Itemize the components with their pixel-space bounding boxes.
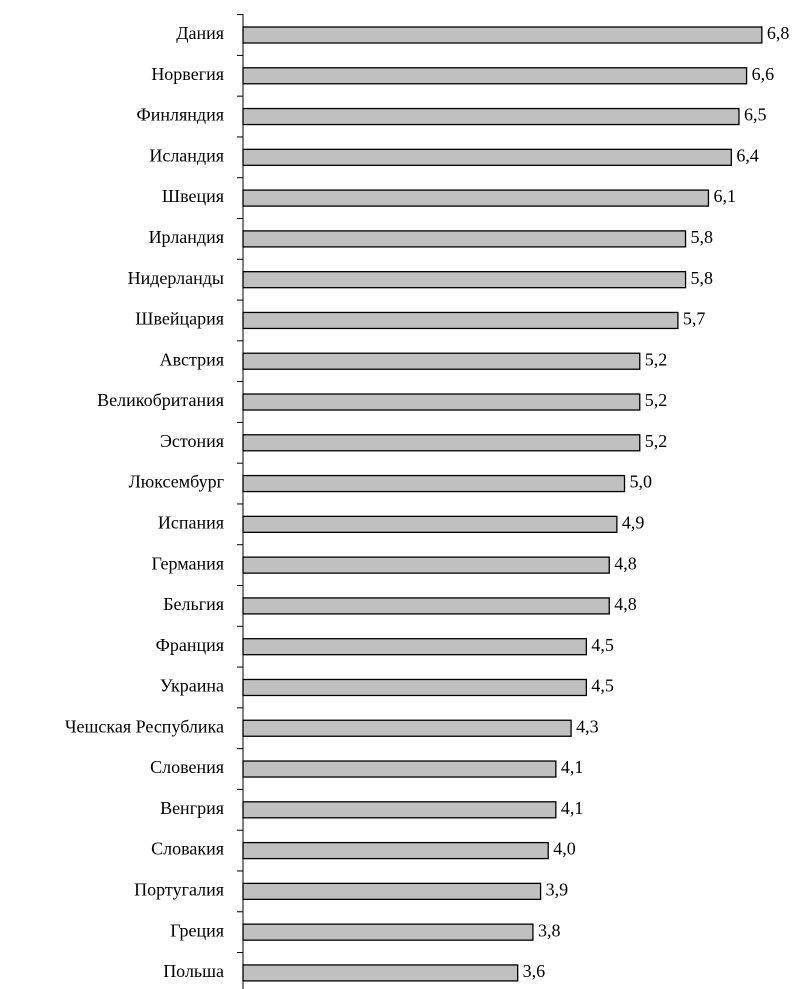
category-label: Исландия	[149, 145, 224, 165]
bar	[242, 107, 740, 126]
bar	[242, 26, 763, 44]
value-label: 4,5	[591, 635, 614, 655]
bar	[242, 923, 534, 941]
category-label: Бельгия	[163, 594, 224, 614]
value-label: 4,9	[622, 512, 645, 532]
value-label: 5,8	[691, 268, 714, 288]
value-label: 4,0	[553, 839, 576, 859]
value-label: 5,2	[645, 431, 668, 451]
bar	[242, 474, 626, 493]
value-label: 3,8	[538, 920, 561, 940]
value-label: 6,5	[744, 105, 767, 125]
category-label: Испания	[158, 512, 224, 532]
bar	[242, 393, 641, 411]
bar	[242, 597, 610, 615]
category-label: Венгрия	[160, 798, 224, 818]
value-label: 5,2	[645, 390, 668, 410]
value-label: 4,8	[614, 594, 637, 614]
category-label: Португалия	[134, 879, 224, 899]
category-label: Ирландия	[149, 227, 224, 247]
value-label: 3,6	[523, 961, 546, 981]
bar	[242, 189, 710, 207]
category-label: Норвегия	[151, 64, 224, 84]
category-label: Польша	[163, 961, 224, 981]
category-label: Чешская Республика	[65, 716, 224, 736]
category-label: Германия	[151, 553, 224, 573]
category-label: Австрия	[160, 349, 224, 369]
bar	[242, 434, 641, 452]
category-label: Украина	[160, 676, 224, 696]
value-label: 6,1	[713, 186, 736, 206]
category-label: Люксембург	[129, 472, 224, 492]
category-label: Греция	[170, 920, 224, 940]
bar	[242, 67, 748, 85]
value-label: 6,4	[736, 145, 759, 165]
value-label: 6,6	[752, 64, 775, 84]
bar	[242, 638, 588, 656]
bar	[242, 311, 679, 330]
bar	[242, 271, 687, 289]
category-label: Словения	[150, 757, 224, 777]
category-label: Дания	[176, 23, 224, 43]
bar	[242, 148, 732, 166]
category-label: Великобритания	[97, 390, 224, 410]
category-label: Нидерланды	[128, 268, 224, 288]
bar	[242, 556, 610, 574]
category-label: Словакия	[151, 839, 224, 859]
bar	[242, 964, 519, 982]
value-label: 5,0	[630, 472, 653, 492]
value-label: 5,2	[645, 349, 668, 369]
value-label: 4,1	[561, 798, 584, 818]
value-label: 5,8	[691, 227, 714, 247]
bar	[242, 515, 618, 533]
bar	[242, 841, 549, 860]
bar	[242, 719, 572, 737]
value-label: 4,8	[614, 553, 637, 573]
value-label: 4,3	[576, 716, 599, 736]
category-label: Эстония	[160, 431, 224, 451]
bar	[242, 352, 641, 370]
bar	[242, 760, 557, 778]
value-label: 5,7	[683, 309, 706, 329]
bar	[242, 230, 687, 248]
bar	[242, 882, 542, 901]
category-label: Швеция	[162, 186, 224, 206]
value-label: 6,8	[767, 23, 790, 43]
bar	[242, 678, 588, 697]
bar	[242, 801, 557, 819]
category-label: Швейцария	[135, 309, 224, 329]
value-label: 3,9	[546, 879, 569, 899]
value-label: 4,1	[561, 757, 584, 777]
category-label: Франция	[156, 635, 224, 655]
category-label: Финляндия	[137, 105, 224, 125]
value-label: 4,5	[591, 676, 614, 696]
